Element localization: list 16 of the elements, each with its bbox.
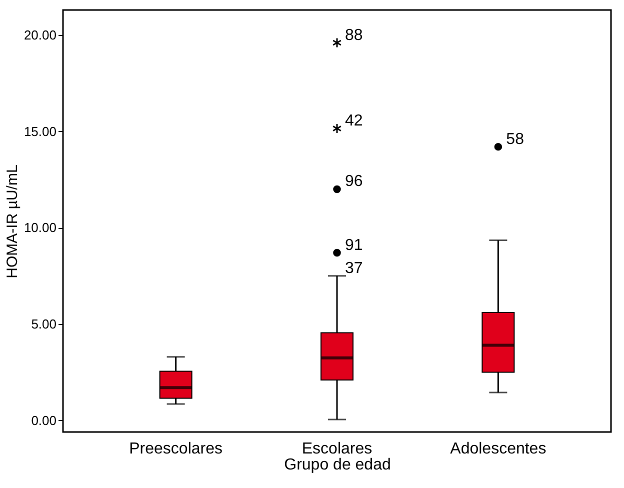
y-tick-label: 5.00 bbox=[31, 316, 56, 332]
annotation: 91 bbox=[345, 236, 363, 254]
annotation: 37 bbox=[345, 260, 363, 277]
x-tick-label: Escolares bbox=[302, 440, 372, 458]
annotation: 88 bbox=[345, 26, 363, 44]
y-tick-label: 15.00 bbox=[24, 124, 56, 139]
y-axis-title: HOMA-IR µU/mL bbox=[4, 164, 21, 278]
annotation: 58 bbox=[506, 130, 524, 148]
x-tick-label: Adolescentes bbox=[450, 440, 546, 458]
y-tick-label: 20.00 bbox=[24, 28, 56, 43]
y-tick-label: 10.00 bbox=[24, 220, 56, 236]
annotation: 42 bbox=[345, 112, 363, 130]
annotation: 96 bbox=[345, 173, 363, 190]
y-tick-label: 0.00 bbox=[31, 412, 56, 428]
x-axis-title: Grupo de edad bbox=[284, 456, 391, 474]
x-tick-label: Preescolares bbox=[129, 440, 223, 458]
